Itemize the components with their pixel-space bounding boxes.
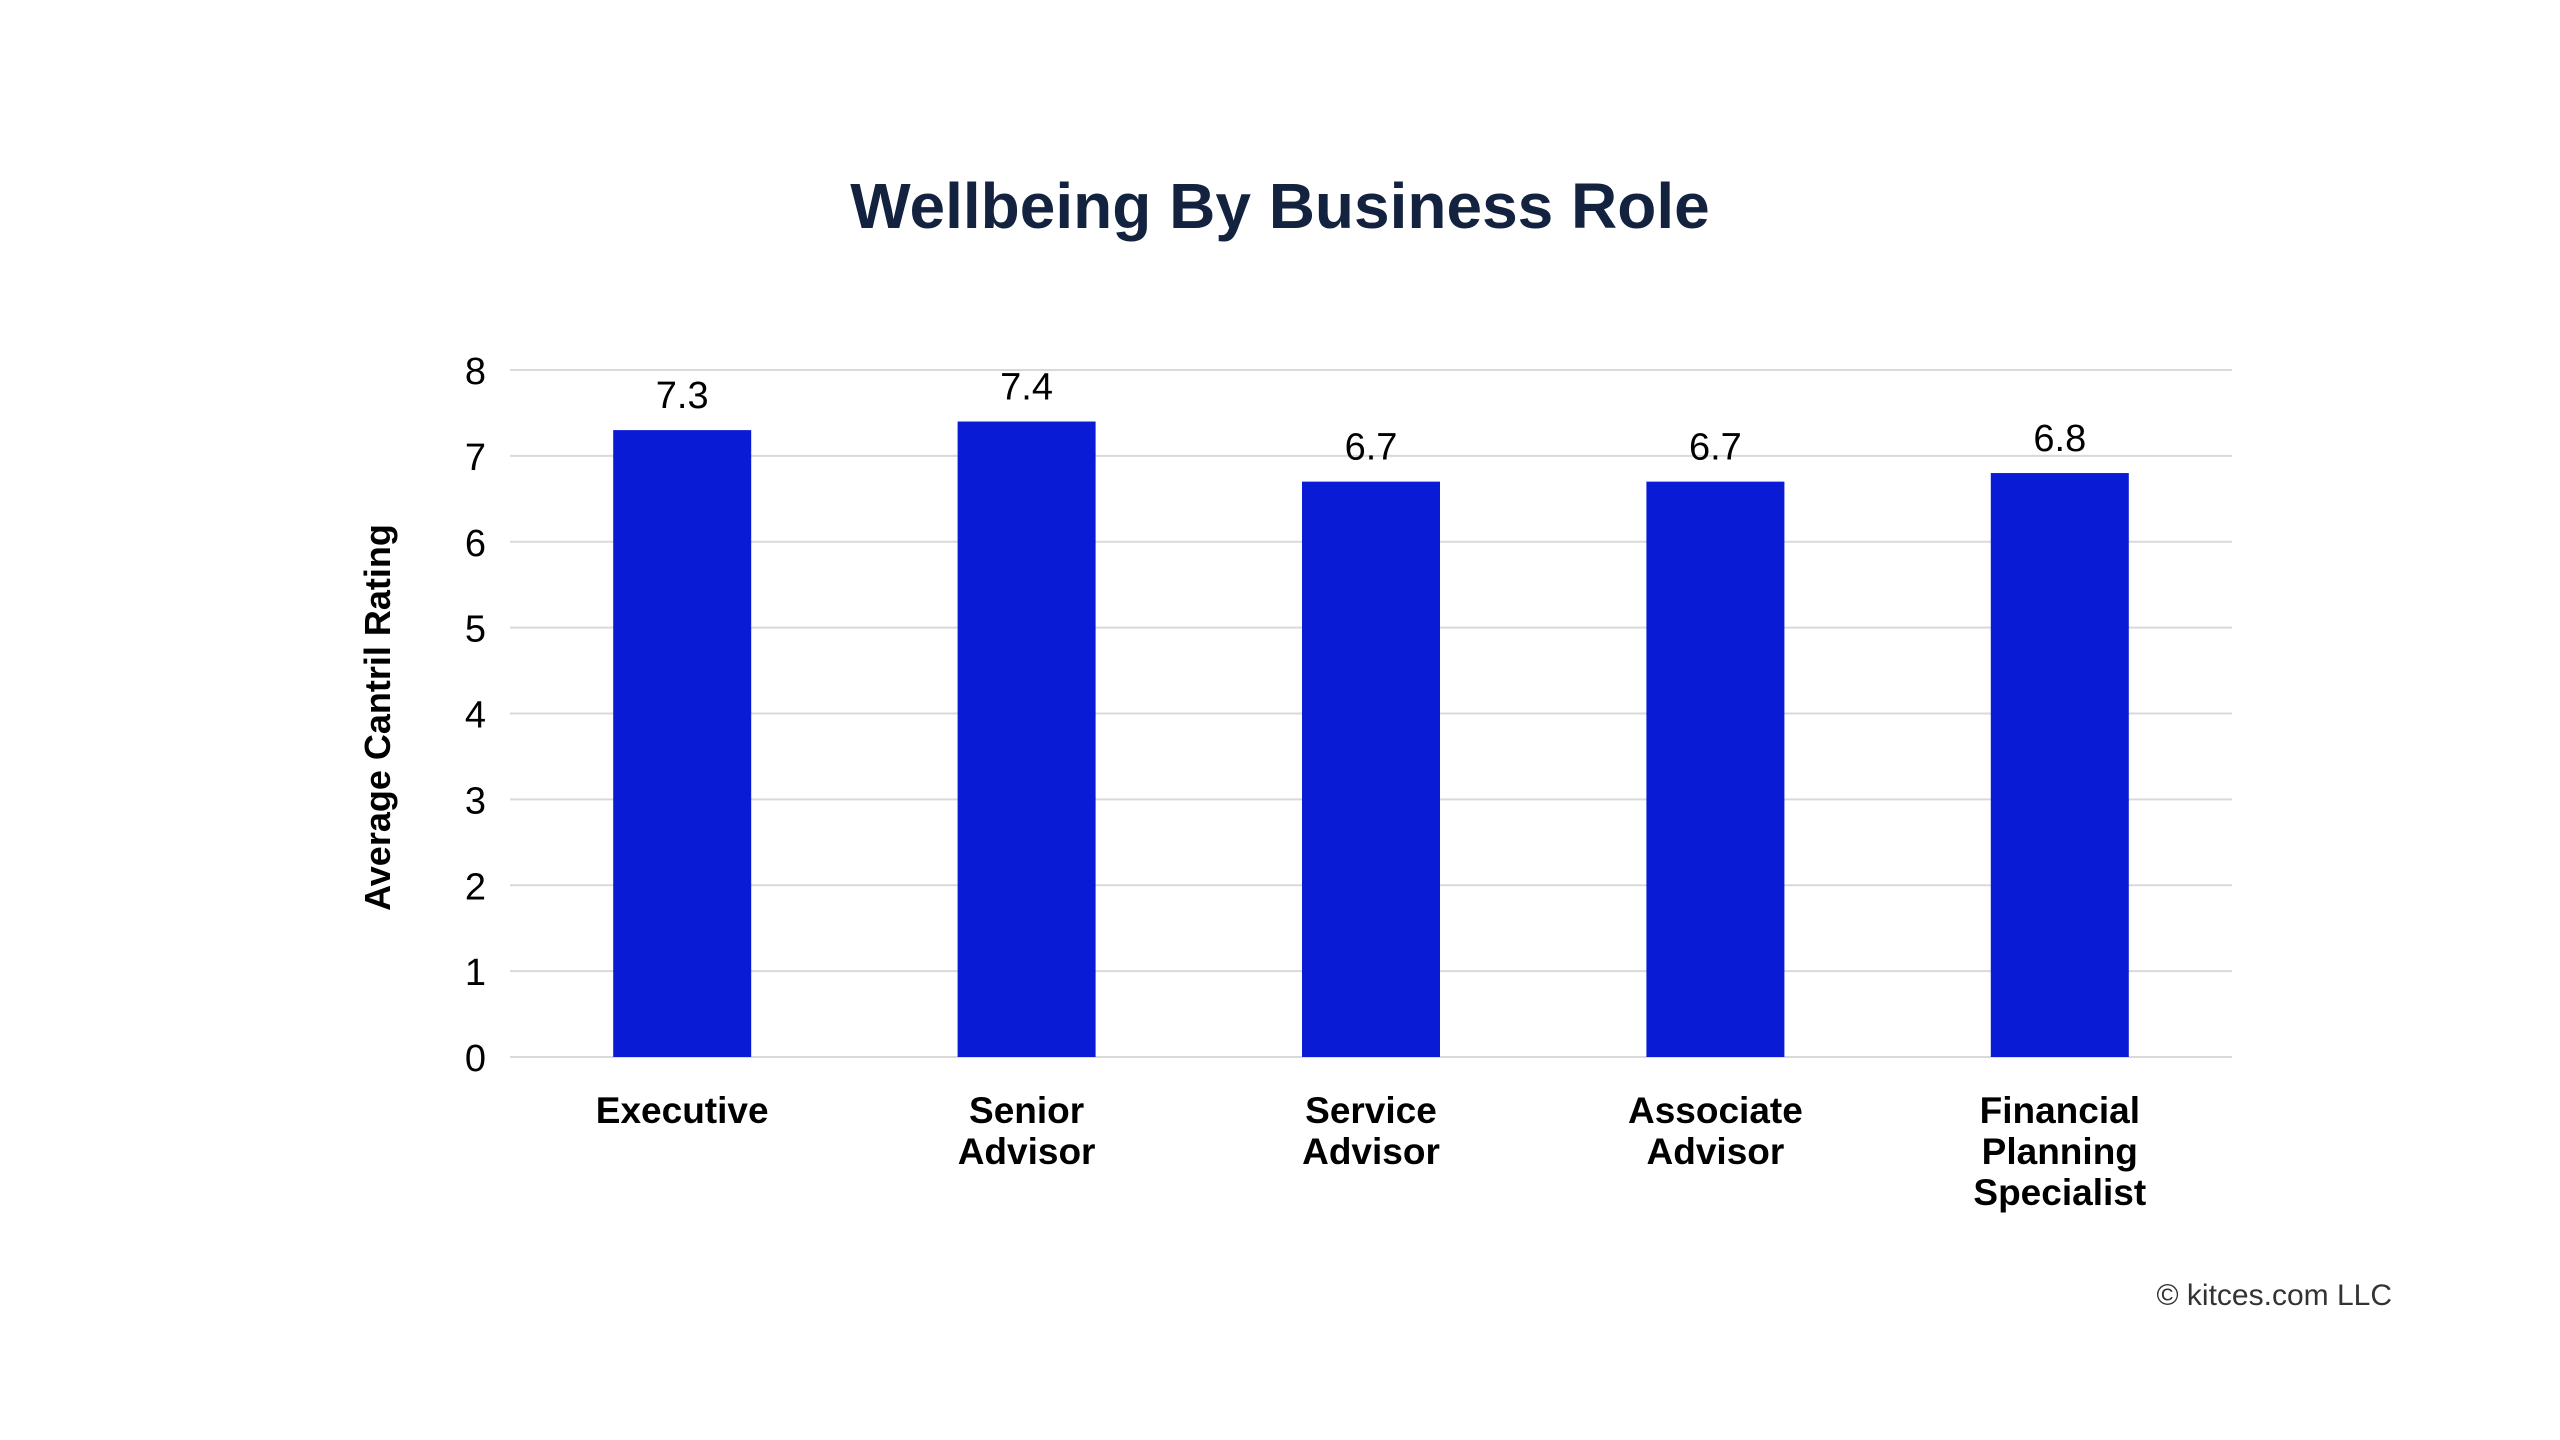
x-category-label: Service Advisor (1302, 1090, 1440, 1172)
x-category-label: Financial Planning Specialist (1973, 1090, 2146, 1213)
x-category-label-line: Specialist (1973, 1172, 2146, 1213)
y-tick-label: 3 (465, 780, 486, 822)
data-label: 7.4 (1000, 367, 1053, 409)
y-axis-ticks: 0 1 2 3 4 5 6 7 8 (465, 351, 486, 1080)
y-tick-label: 2 (465, 866, 486, 908)
y-tick-label: 1 (465, 952, 486, 994)
y-axis-label: Average Cantril Rating (357, 524, 398, 911)
x-category-label-line: Service (1305, 1090, 1437, 1131)
bar (1646, 481, 1785, 1057)
data-label: 6.8 (2033, 418, 2086, 460)
x-category-label-line: Executive (596, 1090, 769, 1131)
x-category-label-line: Advisor (958, 1131, 1096, 1172)
bar (613, 430, 752, 1057)
data-label: 6.7 (1689, 427, 1742, 469)
x-category-label-line: Planning (1982, 1131, 2138, 1172)
x-category-label-line: Advisor (1302, 1131, 1440, 1172)
y-tick-label: 8 (465, 351, 486, 393)
x-category-label-line: Advisor (1647, 1131, 1785, 1172)
x-category-label-line: Associate (1628, 1090, 1803, 1131)
bar (1302, 481, 1440, 1057)
x-category-label: Associate Advisor (1628, 1090, 1803, 1172)
bar (957, 421, 1096, 1057)
y-tick-label: 6 (465, 523, 486, 565)
data-label: 7.3 (656, 375, 709, 417)
chart-title: Wellbeing By Business Role (850, 170, 1709, 242)
x-category-label: Executive (596, 1090, 769, 1131)
x-category-label-line: Senior (969, 1090, 1084, 1131)
y-tick-label: 4 (465, 695, 486, 737)
y-tick-label: 5 (465, 609, 486, 651)
y-tick-label: 0 (465, 1038, 486, 1080)
bar (1990, 473, 2129, 1057)
data-label: 6.7 (1345, 427, 1398, 469)
bars (613, 421, 2129, 1057)
copyright-notice: © kitces.com LLC (2156, 1279, 2392, 1312)
x-category-label: Senior Advisor (958, 1090, 1096, 1172)
y-tick-label: 7 (465, 437, 486, 479)
data-labels: 7.3 7.4 6.7 6.7 6.8 (656, 367, 2086, 469)
x-category-label-line: Financial (1980, 1090, 2140, 1131)
